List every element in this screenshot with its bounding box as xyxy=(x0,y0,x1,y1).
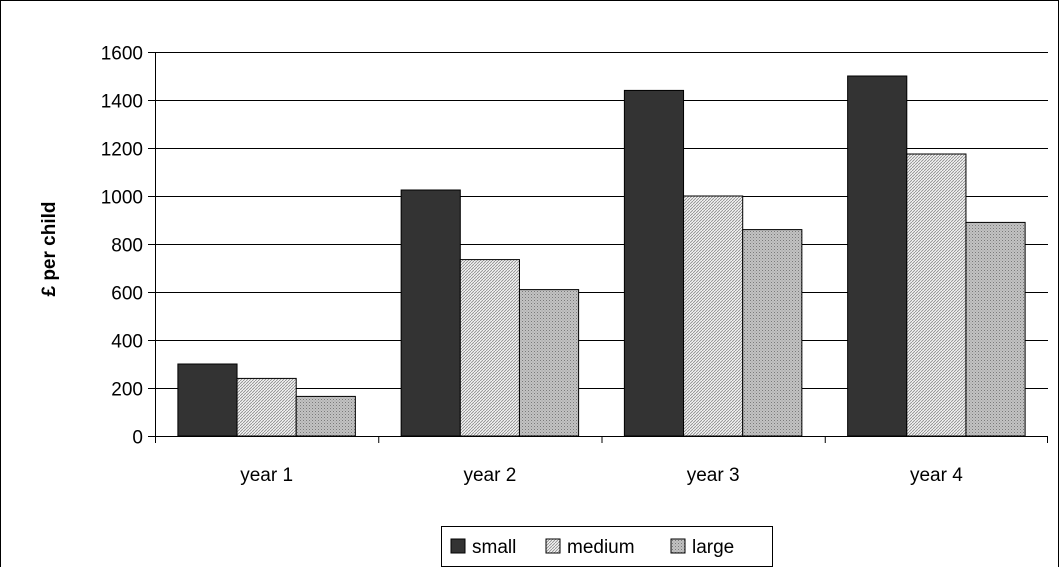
y-tick-label: 0 xyxy=(132,428,143,449)
y-tick-label: 400 xyxy=(111,332,143,353)
y-tick-label: 600 xyxy=(111,284,143,305)
legend: small medium large xyxy=(441,526,773,567)
y-tick-label: 1600 xyxy=(101,44,143,65)
bar-large-year-1 xyxy=(295,395,356,437)
legend-label-medium: medium xyxy=(567,537,635,558)
x-category-label: year 2 xyxy=(463,465,516,486)
legend-label-small: small xyxy=(472,537,516,558)
legend-label-large: large xyxy=(692,537,734,558)
bar-medium-year-1 xyxy=(236,377,297,437)
x-category-label: year 1 xyxy=(240,465,293,486)
y-tick-label: 800 xyxy=(111,236,143,257)
y-tick-label: 1400 xyxy=(101,92,143,113)
y-tick-label: 200 xyxy=(111,380,143,401)
y-tick-label: 1200 xyxy=(101,140,143,161)
bar-small-year-1 xyxy=(177,363,238,437)
y-axis-label: £ per child xyxy=(39,201,60,296)
bar-small-year-4 xyxy=(847,75,908,437)
bar-large-year-3 xyxy=(742,229,803,437)
bar-small-year-2 xyxy=(400,189,461,437)
legend-box xyxy=(441,526,773,567)
legend-swatch-small xyxy=(450,538,466,554)
y-tick-labels: 0 200 400 600 800 1000 1200 1400 1600 xyxy=(101,44,143,449)
x-category-labels: year 1 year 2 year 3 year 4 xyxy=(240,465,963,486)
bar-medium-year-3 xyxy=(683,195,744,437)
bar-large-year-4 xyxy=(965,221,1026,437)
bar-large-year-2 xyxy=(518,289,580,437)
bar-small-year-3 xyxy=(623,89,685,437)
legend-swatch-large xyxy=(670,538,686,554)
bars xyxy=(177,75,1026,437)
bar-medium-year-4 xyxy=(906,153,967,437)
legend-swatch-medium xyxy=(545,538,561,554)
gridlines xyxy=(155,52,1048,389)
x-category-label: year 3 xyxy=(687,465,740,486)
bar-medium-year-2 xyxy=(459,259,520,437)
y-tick-label: 1000 xyxy=(101,188,143,209)
x-category-label: year 4 xyxy=(910,465,963,486)
